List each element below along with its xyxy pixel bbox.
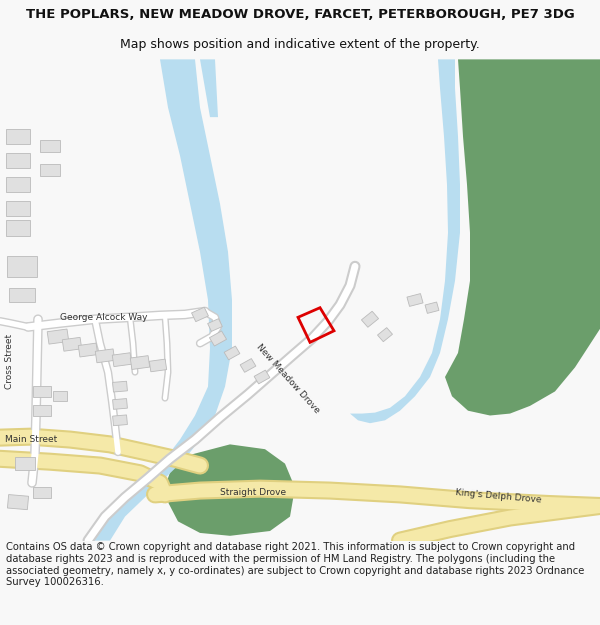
Bar xyxy=(149,359,167,372)
Polygon shape xyxy=(200,59,218,117)
Bar xyxy=(40,164,60,176)
Text: New Meadow Drove: New Meadow Drove xyxy=(255,342,322,416)
Bar xyxy=(130,356,150,369)
Polygon shape xyxy=(445,59,600,416)
Text: Contains OS data © Crown copyright and database right 2021. This information is : Contains OS data © Crown copyright and d… xyxy=(6,542,584,587)
Bar xyxy=(113,381,127,392)
Bar xyxy=(62,338,82,351)
Text: Main Street: Main Street xyxy=(5,436,57,444)
Bar xyxy=(7,256,37,277)
Bar xyxy=(40,140,60,152)
Bar xyxy=(254,370,270,384)
Bar xyxy=(6,177,30,192)
Text: Cross Street: Cross Street xyxy=(5,334,14,389)
Bar xyxy=(407,294,423,306)
Polygon shape xyxy=(350,59,460,423)
Polygon shape xyxy=(90,59,232,541)
Bar xyxy=(361,311,379,328)
Bar xyxy=(33,405,51,416)
Text: Map shows position and indicative extent of the property.: Map shows position and indicative extent… xyxy=(120,38,480,51)
Bar xyxy=(7,494,29,509)
Bar xyxy=(53,391,67,401)
Bar xyxy=(208,319,223,331)
Bar xyxy=(6,220,30,236)
Bar xyxy=(113,399,127,409)
Bar xyxy=(78,343,98,357)
Text: George Alcock Way: George Alcock Way xyxy=(60,313,148,322)
Polygon shape xyxy=(168,444,295,536)
Bar xyxy=(112,352,132,367)
Text: THE POPLARS, NEW MEADOW DROVE, FARCET, PETERBOROUGH, PE7 3DG: THE POPLARS, NEW MEADOW DROVE, FARCET, P… xyxy=(26,8,574,21)
Bar xyxy=(9,289,35,302)
Bar xyxy=(33,386,51,398)
Bar xyxy=(425,302,439,313)
Bar xyxy=(377,328,392,342)
Bar xyxy=(113,415,127,426)
Bar xyxy=(47,329,69,344)
Text: Straight Drove: Straight Drove xyxy=(220,488,286,498)
Bar xyxy=(95,349,115,362)
Bar xyxy=(6,129,30,144)
Bar xyxy=(224,346,240,360)
Bar xyxy=(6,201,30,216)
Bar xyxy=(240,359,256,372)
Text: King's Delph Drove: King's Delph Drove xyxy=(455,488,542,504)
Bar xyxy=(191,308,208,322)
Bar xyxy=(15,458,35,470)
Bar xyxy=(33,487,51,498)
Bar xyxy=(6,152,30,168)
Bar xyxy=(209,331,227,346)
